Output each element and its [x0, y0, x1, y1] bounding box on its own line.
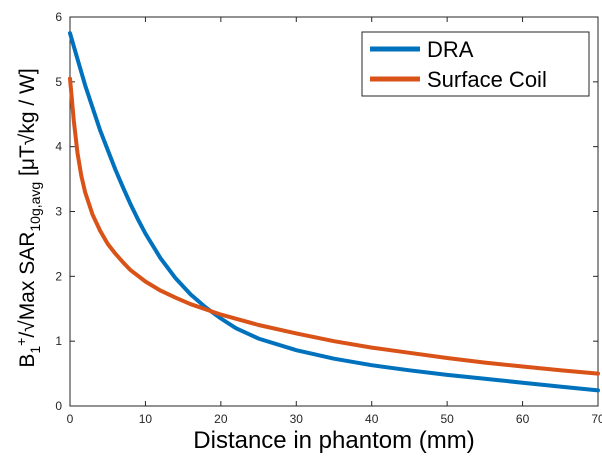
y-tick-label: 2 [55, 269, 62, 283]
y-tick-label: 0 [55, 399, 62, 413]
y-tick-label: 6 [55, 10, 62, 24]
x-tick-label: 50 [440, 412, 454, 426]
x-tick-label: 10 [139, 412, 153, 426]
x-tick-label: 40 [365, 412, 379, 426]
legend-label-surface-coil: Surface Coil [427, 67, 547, 92]
y-tick-label: 5 [55, 75, 62, 89]
series-line-surface-coil [68, 76, 600, 376]
legend-box [361, 31, 590, 97]
series-line-dra [68, 31, 600, 393]
y-axis-title-mid: /√Max SAR [16, 232, 39, 338]
x-tick-label: 70 [591, 412, 602, 426]
y-axis-title-sar-sub: 10g,avg [27, 182, 43, 232]
y-axis-title-b-sup: + [13, 338, 29, 346]
x-tick-label: 30 [290, 412, 304, 426]
legend-label-dra: DRA [427, 37, 474, 62]
y-axis-title-unit: [μT√kg / W] [16, 68, 39, 181]
legend: DRA Surface Coil [361, 31, 590, 97]
x-tick-label: 60 [516, 412, 530, 426]
y-axis-title-b-sub: 1 [27, 346, 43, 354]
x-axis-title: Distance in phantom (mm) [193, 427, 474, 454]
y-tick-label: 1 [55, 334, 62, 348]
x-tick-label: 0 [67, 412, 74, 426]
y-tick-label: 4 [55, 140, 62, 154]
axis-ticks: 0 10 20 30 40 50 60 70 0 1 2 3 4 5 6 [55, 10, 602, 426]
y-axis-title: B1+/√Max SAR10g,avg [μT√kg / W] [13, 68, 43, 367]
x-tick-label: 20 [214, 412, 228, 426]
y-tick-label: 3 [55, 205, 62, 219]
series-layer [68, 31, 600, 393]
y-axis-title-b: B [16, 354, 39, 368]
